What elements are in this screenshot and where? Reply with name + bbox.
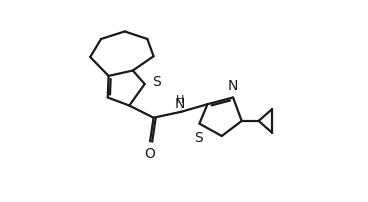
Text: S: S <box>152 75 161 89</box>
Text: S: S <box>194 130 203 144</box>
Text: H: H <box>176 95 184 105</box>
Text: N: N <box>228 78 238 92</box>
Text: N: N <box>175 96 185 110</box>
Text: O: O <box>145 146 156 160</box>
